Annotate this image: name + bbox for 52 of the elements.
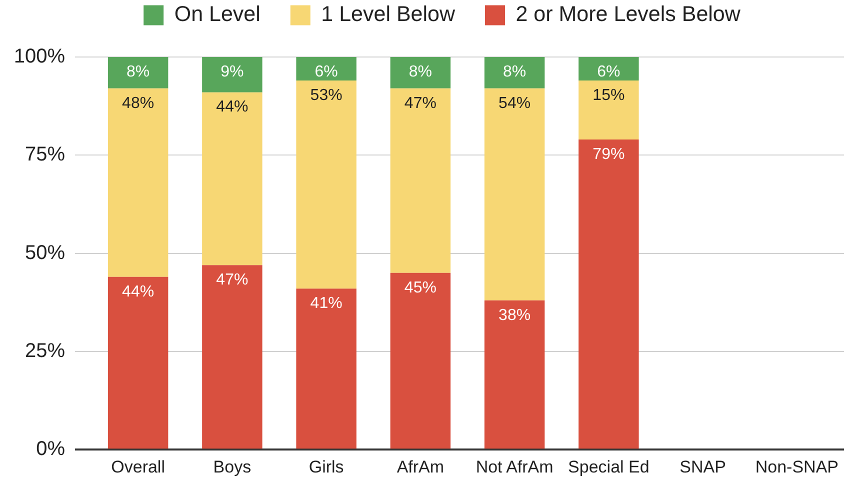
data-label: 8% [126,63,150,80]
x-tick-label: Boys [213,457,252,476]
bar [108,88,168,277]
bar [578,80,639,140]
bar [390,88,451,273]
bar [484,88,545,300]
bar [296,288,356,449]
bar [390,57,451,88]
data-label: 9% [220,63,244,80]
y-tick-label: 75% [24,144,66,166]
x-tick-label: Special Ed [568,457,650,476]
x-tick-label: Girls [308,457,344,476]
y-tick-label: 0% [36,438,66,460]
data-label: 44% [216,98,248,116]
bar [390,272,451,449]
data-label: 6% [597,63,620,80]
legend-label: On Level [174,2,260,26]
y-tick-label: 100% [14,46,66,68]
x-tick-label: AfrAm [396,457,444,476]
y-tick-label: 50% [24,242,66,264]
bar [108,276,168,449]
data-label: 53% [310,86,342,104]
data-label: 54% [498,94,531,112]
legend-label: 1 Level Below [321,2,456,26]
x-tick-label: SNAP [680,457,726,476]
bar [296,80,356,289]
bar [202,57,262,92]
data-label: 79% [592,146,625,163]
x-tick-label: Non-SNAP [755,457,839,476]
data-label: 44% [122,283,154,300]
x-tick-label: Not AfrAm [476,457,554,476]
bar [578,57,639,81]
data-label: 47% [404,94,436,112]
bar [296,57,356,81]
data-label: 45% [404,279,436,296]
data-label: 47% [216,271,248,288]
data-label: 15% [592,86,625,104]
bar [484,57,545,88]
bar [578,139,639,449]
bar [484,300,545,449]
bar [202,265,262,449]
x-tick-label: Overall [111,457,165,476]
bar [202,92,262,266]
data-label: 38% [498,306,531,324]
y-tick-label: 25% [24,340,66,362]
data-label: 8% [503,63,526,80]
data-label: 48% [122,94,154,112]
data-label: 41% [310,295,342,312]
bar [108,57,168,88]
legend-label: 2 or More Levels Below [516,2,741,26]
data-label: 8% [408,63,432,80]
data-label: 6% [314,63,338,80]
